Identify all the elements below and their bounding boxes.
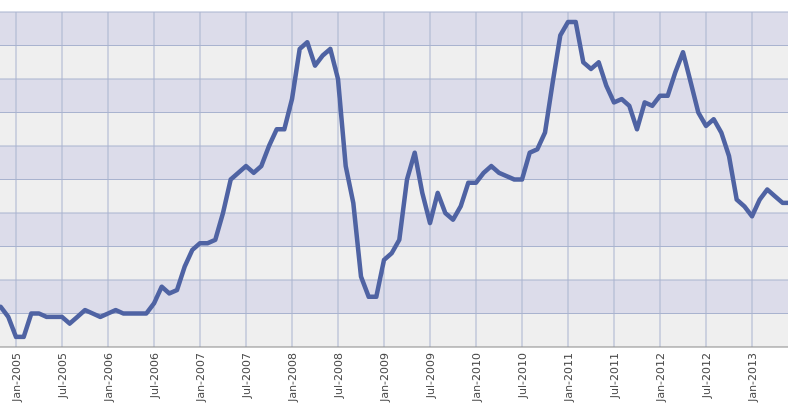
x-tick-label: Jan-2009 xyxy=(378,353,391,403)
x-tick-label: Jan-2012 xyxy=(654,353,667,403)
grid-band xyxy=(0,12,788,46)
x-tick-label: Jan-2006 xyxy=(102,353,115,403)
x-tick-label: Jul-2010 xyxy=(516,353,529,399)
x-tick-label: Jul-2007 xyxy=(240,353,253,399)
grid-band xyxy=(0,112,788,146)
grid-band xyxy=(0,146,788,180)
x-tick-label: Jul-2009 xyxy=(424,353,437,399)
x-tick-label: Jan-2010 xyxy=(470,353,483,403)
x-tick-label: Jan-2007 xyxy=(194,353,207,403)
x-tick-label: Jan-2008 xyxy=(286,353,299,403)
x-tick-label: Jul-2008 xyxy=(332,353,345,399)
x-tick-labels: Jan-2005 Jul-2005 Jan-2006 Jul-2006 Jan-2007… xyxy=(10,353,759,403)
x-tick-label: Jul-2005 xyxy=(56,353,69,399)
x-tick-label: Jul-2011 xyxy=(608,353,621,399)
grid-band xyxy=(0,213,788,247)
x-tick-label: Jul-2006 xyxy=(148,353,161,399)
background-bands xyxy=(0,12,788,347)
grid-band xyxy=(0,79,788,113)
x-tick-label: Jan-2005 xyxy=(10,353,23,403)
grid-band xyxy=(0,45,788,79)
series-line xyxy=(0,19,788,340)
x-tick-label: Jul-2012 xyxy=(700,353,713,399)
grid-band xyxy=(0,280,788,314)
vertical-gridlines xyxy=(15,12,753,347)
grid-band xyxy=(0,179,788,213)
x-tick-label: Jan-2011 xyxy=(562,353,575,403)
series-group xyxy=(0,19,788,340)
grid-band xyxy=(0,313,788,347)
x-tick-label: Jan-2013 xyxy=(746,353,759,403)
